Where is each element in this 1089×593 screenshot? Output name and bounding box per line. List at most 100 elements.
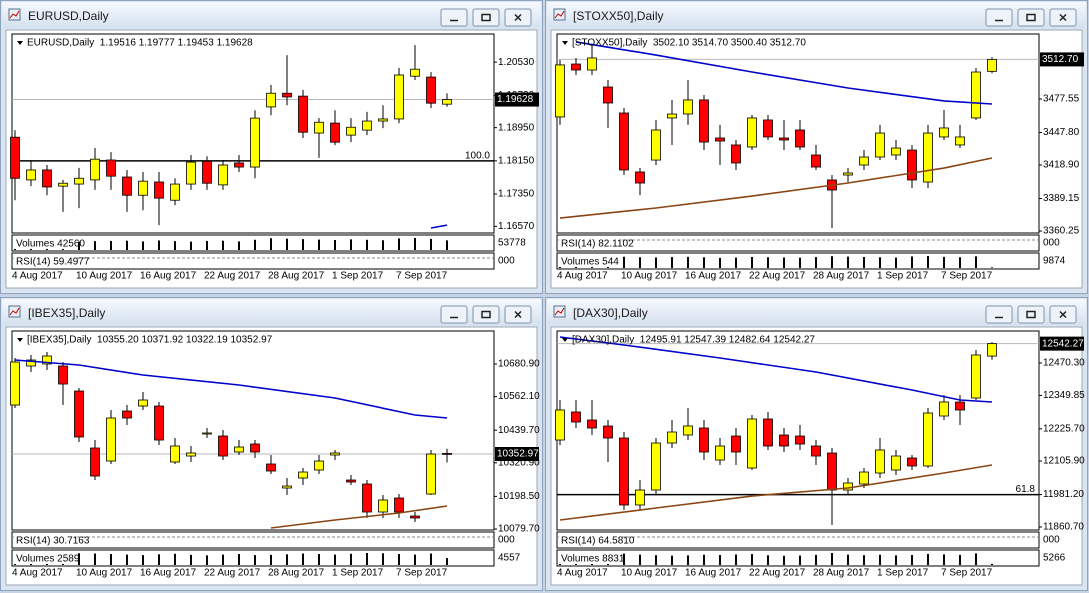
candle-body (731, 435, 741, 453)
pane-axis-label: 000 (1043, 535, 1060, 546)
indicator-pane (556, 531, 1040, 549)
pane-axis-label: 4557 (498, 553, 521, 564)
date-label: 28 Aug 2017 (813, 568, 870, 579)
pane-label-bg (559, 535, 619, 546)
candle-body (875, 449, 885, 474)
candle-body (571, 63, 581, 71)
candle-body (266, 463, 276, 472)
candle-body (10, 136, 20, 179)
price-label: 10320.90 (498, 457, 540, 468)
date-label: 1 Sep 2017 (332, 568, 384, 579)
price-label: 10198.50 (498, 491, 540, 502)
maximize-button[interactable] (472, 8, 500, 27)
maximize-button[interactable] (472, 305, 500, 324)
candle-body (106, 159, 116, 177)
pane-axis-label: 53778 (498, 238, 526, 249)
moving-average (14, 359, 448, 419)
pane-label-bg (14, 553, 74, 564)
close-glyph (514, 13, 522, 22)
minimize-button[interactable] (440, 305, 468, 324)
candle-body (699, 427, 709, 453)
minimize-button[interactable] (440, 8, 468, 27)
minimize-button[interactable] (985, 305, 1013, 324)
price-label: 3360.25 (1043, 226, 1080, 237)
pane-axis-label: 000 (498, 256, 515, 267)
candle-body (410, 515, 420, 519)
date-label: 4 Aug 2017 (557, 271, 608, 282)
date-label: 7 Sep 2017 (941, 568, 993, 579)
date-label: 10 Aug 2017 (621, 271, 678, 282)
candle-body (795, 129, 805, 148)
candle-body (362, 120, 372, 131)
close-glyph (1059, 13, 1067, 22)
candle-body (202, 160, 212, 184)
candle-body (42, 169, 52, 188)
last-price-label: 3512.70 (1042, 54, 1079, 65)
level-label: 100.0 (465, 150, 490, 161)
maximize-button[interactable] (1017, 8, 1045, 27)
candle-body (827, 452, 837, 491)
date-label: 16 Aug 2017 (140, 271, 197, 282)
indicator-pane (11, 531, 495, 549)
candle-body (763, 119, 773, 138)
candle-body (138, 180, 148, 196)
indicator-pane (11, 252, 495, 270)
maximize-glyph (1026, 13, 1036, 22)
candle-body (603, 425, 613, 439)
candle-body (218, 435, 228, 457)
price-label: 10079.70 (498, 524, 540, 535)
candle-body (811, 154, 821, 168)
price-label: 12349.85 (1043, 390, 1085, 401)
candle-body (683, 99, 693, 115)
pane-label: Volumes 8831 (561, 554, 625, 565)
last-price-box (1040, 52, 1084, 67)
candle-body (651, 129, 661, 161)
chart-header: [DAX30],Daily 12495.91 12547.39 12482.64… (572, 335, 815, 346)
candle-body (635, 489, 645, 506)
date-label: 4 Aug 2017 (12, 568, 63, 579)
indicator-pane (556, 252, 1040, 270)
last-price-box (1040, 336, 1084, 351)
candle-body (587, 57, 597, 71)
candle-body (859, 471, 869, 485)
pane-label-bg (559, 256, 619, 267)
last-price-box (495, 446, 539, 461)
candle-body (683, 425, 693, 436)
pane-axis-label: 9874 (1043, 256, 1066, 267)
window-icon-glyph (9, 307, 20, 316)
candle-body (747, 117, 757, 148)
candle-body (218, 164, 228, 186)
price-label: 12105.90 (1043, 456, 1085, 467)
candle-body (442, 452, 452, 455)
candle-body (891, 455, 901, 471)
candle-body (42, 355, 52, 365)
maximize-button[interactable] (1017, 305, 1045, 324)
minimize-button[interactable] (985, 8, 1013, 27)
candle-body (250, 443, 260, 453)
candle-body (667, 431, 677, 444)
price-label: 1.20530 (498, 57, 535, 68)
maximize-glyph (481, 310, 491, 319)
candle-body (314, 121, 324, 134)
price-label: 1.18950 (498, 122, 535, 133)
candle-body (715, 137, 725, 142)
window-icon-glyph (554, 10, 565, 19)
moving-average (559, 336, 993, 403)
date-label: 22 Aug 2017 (749, 271, 806, 282)
candle-body (26, 359, 36, 367)
pane-label: Volumes 544 (561, 257, 619, 268)
window-icon-glyph (554, 307, 565, 316)
candle-body (651, 442, 661, 491)
candle-body (122, 410, 132, 419)
price-label: 3418.90 (1043, 160, 1080, 171)
candle-body (250, 117, 260, 168)
candle-body (378, 118, 388, 122)
candle-body (859, 156, 869, 166)
window-title: [DAX30],Daily (573, 306, 648, 320)
header-arrow (17, 338, 23, 342)
pane-label: RSI(14) 30.7163 (16, 536, 90, 547)
candle-body (394, 74, 404, 120)
date-label: 22 Aug 2017 (749, 568, 806, 579)
pane-label-bg (14, 256, 74, 267)
candle-body (619, 437, 629, 506)
